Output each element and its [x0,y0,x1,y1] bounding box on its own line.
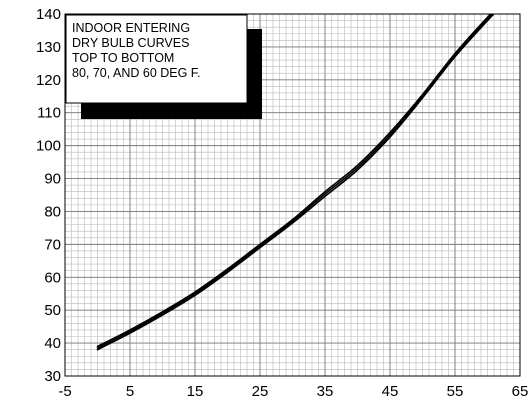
y-tick-label: 100 [36,138,61,155]
plot-frame [64,13,521,377]
series-curve-3 [96,14,495,351]
series-curve-1 [96,14,492,348]
x-tick-label: -5 [58,383,71,400]
x-tick-label: 45 [382,383,399,400]
series-curve-2 [96,14,494,349]
y-tick-label: 40 [44,335,61,352]
y-tick-label: 60 [44,269,61,286]
y-tick-label: 30 [44,368,61,385]
y-tick-label: 50 [44,302,61,319]
annotation-panel [65,14,248,104]
annotation-line-2: DRY BULB CURVES [72,36,189,50]
annotation-line-4: 80, 70, AND 60 DEG F. [72,66,201,80]
x-tick-label: 25 [252,383,269,400]
y-axis-ticks: 30 40 50 60 70 80 90 100 110 120 130 140 [36,6,61,385]
y-tick-label: 110 [37,105,61,122]
annotation-box: INDOOR ENTERING DRY BULB CURVES TOP TO B… [65,14,262,119]
y-tick-label: 120 [36,72,61,89]
series-layer [96,14,495,351]
y-tick-label: 70 [44,236,61,253]
x-axis-ticks: -5 5 15 25 35 45 55 65 [58,383,528,400]
y-tick-label: 130 [36,39,61,56]
y-tick-label: 80 [44,203,61,220]
x-tick-label: 15 [187,383,204,400]
annotation-line-1: INDOOR ENTERING [72,21,190,35]
x-tick-label: 65 [512,383,529,400]
y-tick-label: 90 [44,171,61,188]
x-tick-label: 5 [126,383,134,400]
x-tick-label: 55 [447,383,464,400]
x-tick-label: 35 [317,383,334,400]
y-tick-label: 140 [36,6,61,23]
annotation-line-3: TOP TO BOTTOM [72,51,174,65]
